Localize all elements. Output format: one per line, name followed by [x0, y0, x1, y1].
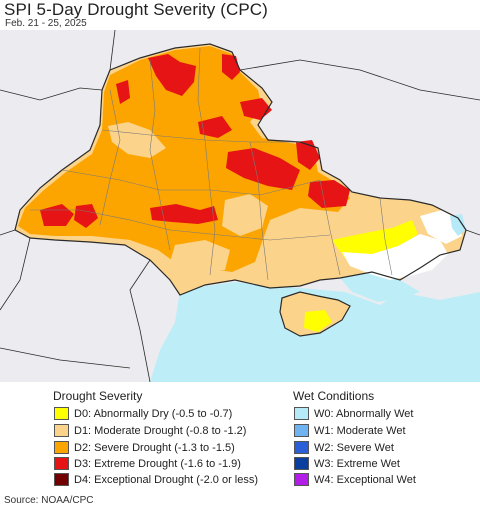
legend-swatch-w2 [294, 441, 309, 454]
legend-swatch-d1 [54, 424, 69, 437]
oblast-boundaries [30, 47, 393, 281]
extreme-drought-kyiv [198, 116, 232, 138]
page-title: SPI 5-Day Drought Severity (CPC) [4, 0, 268, 19]
legend-swatch-w1 [294, 424, 309, 437]
crimea-border [279, 291, 351, 337]
extreme-drought-central [226, 148, 300, 190]
legend-swatch-w3 [294, 457, 309, 470]
sea-of-azov [340, 272, 420, 302]
date-range: Feb. 21 - 25, 2025 [5, 18, 87, 29]
moderate-pocket-north [108, 122, 166, 158]
legend-item-w4: W4: Exceptional Wet [294, 472, 416, 487]
extreme-drought-west-1 [40, 204, 74, 226]
legend-swatch-d0 [54, 407, 69, 420]
severe-drought-area [18, 46, 350, 272]
extreme-drought-kharkiv [296, 140, 320, 170]
map-canvas [0, 30, 480, 382]
legend-label-d0: D0: Abnormally Dry (-0.5 to -0.7) [74, 407, 233, 420]
legend-label-w3: W3: Extreme Wet [314, 457, 400, 470]
legend-label-w4: W4: Exceptional Wet [314, 473, 416, 486]
country-borders [0, 30, 480, 382]
extreme-drought-north [148, 54, 196, 96]
legend-item-w3: W3: Extreme Wet [294, 456, 400, 471]
legend-item-d3: D3: Extreme Drought (-1.6 to -1.9) [54, 456, 241, 471]
wet-legend-title: Wet Conditions [293, 389, 375, 403]
abnormally-wet-east [450, 214, 466, 236]
no-data-east [342, 234, 448, 280]
legend-swatch-d4 [54, 473, 69, 486]
ukraine-border [14, 43, 467, 296]
legend-swatch-w4 [294, 473, 309, 486]
legend-swatch-w0 [294, 407, 309, 420]
legend-item-d2: D2: Severe Drought (-1.3 to -1.5) [54, 440, 235, 455]
legend-label-d1: D1: Moderate Drought (-0.8 to -1.2) [74, 424, 247, 437]
legend-label-d4: D4: Exceptional Drought (-2.0 or less) [74, 473, 259, 486]
legend-swatch-d2 [54, 441, 69, 454]
moderate-pocket-central [222, 194, 268, 236]
extreme-drought-southwest [150, 204, 218, 224]
legend-item-d4: D4: Exceptional Drought (-2.0 or less) [54, 472, 258, 487]
legend-swatch-d3 [54, 457, 69, 470]
legend-item-w2: W2: Severe Wet [294, 440, 394, 455]
legend-item-d0: D0: Abnormally Dry (-0.5 to -0.7) [54, 406, 232, 421]
legend-item-w0: W0: Abnormally Wet [294, 406, 413, 421]
abnormally-dry-east [332, 220, 418, 258]
extreme-drought-northwest [116, 80, 130, 104]
legend-label-w1: W1: Moderate Wet [314, 424, 406, 437]
legend-item-d1: D1: Moderate Drought (-0.8 to -1.2) [54, 423, 246, 438]
extreme-drought-east [308, 180, 350, 208]
legend-label-w0: W0: Abnormally Wet [314, 407, 414, 420]
crimea-dry [304, 310, 332, 332]
moderate-pocket-south [170, 240, 230, 272]
legend-label-d2: D2: Severe Drought (-1.3 to -1.5) [74, 441, 235, 454]
legend-item-w1: W1: Moderate Wet [294, 423, 406, 438]
legend-label-w2: W2: Severe Wet [314, 441, 394, 454]
source-credit: Source: NOAA/CPC [4, 495, 94, 506]
drought-map[interactable] [0, 30, 480, 382]
legend-label-d3: D3: Extreme Drought (-1.6 to -1.9) [74, 457, 241, 470]
drought-legend-title: Drought Severity [53, 389, 143, 403]
